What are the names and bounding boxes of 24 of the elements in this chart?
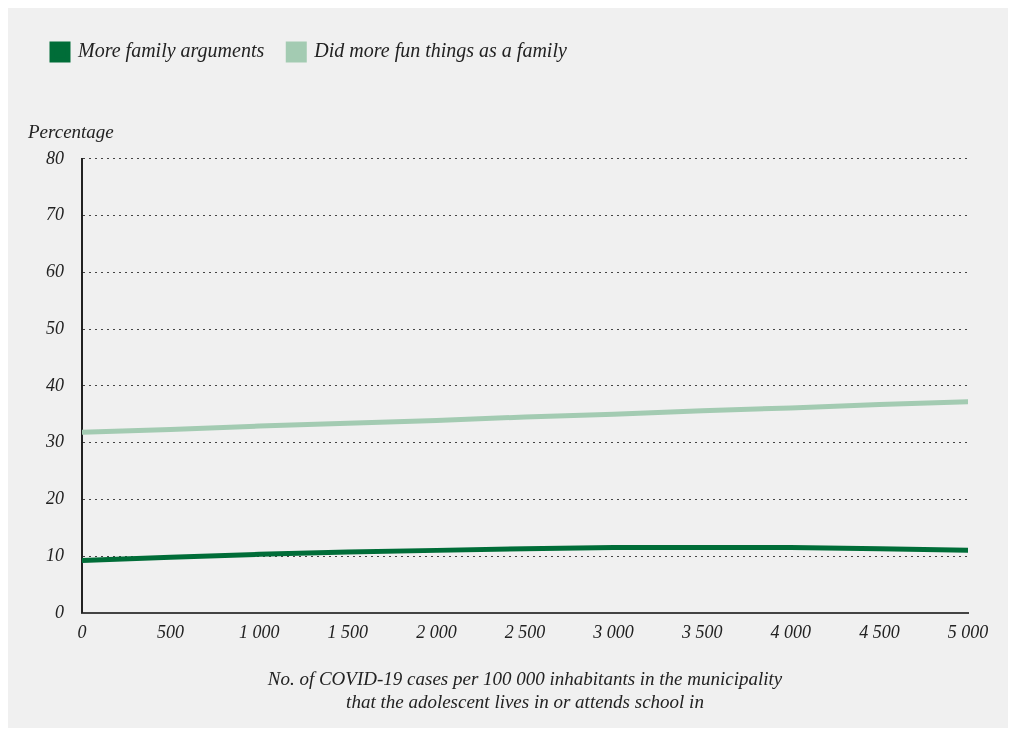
legend-label: Did more fun things as a family — [313, 39, 567, 63]
y-axis-title: Percentage — [27, 121, 114, 143]
x-tick-label: 3 500 — [680, 622, 723, 643]
y-tick-label: 10 — [46, 544, 64, 565]
y-tick-label: 0 — [55, 601, 64, 622]
y-tick-label: 50 — [46, 317, 64, 338]
x-axis-title: No. of COVID-19 cases per 100 000 inhabitants in the municipality that the adolescent lives in or attends school in — [266, 667, 783, 712]
x-tick-label: 4 500 — [859, 622, 900, 643]
x-tick-label: 5 000 — [947, 622, 989, 643]
x-tick-label: 4 000 — [770, 622, 812, 643]
x-tick-label: 500 — [157, 622, 185, 643]
legend-label: More family arguments — [77, 39, 265, 63]
y-tick-label: 70 — [46, 204, 64, 225]
x-tick-label: 2 500 — [504, 622, 546, 643]
y-tick-label: 30 — [45, 431, 64, 452]
x-tick-label: 3 000 — [592, 622, 634, 643]
x-tick-label: 2 000 — [416, 622, 457, 643]
y-tick-label: 20 — [46, 488, 64, 509]
y-tick-label: 60 — [46, 261, 64, 282]
y-tick-label: 80 — [46, 147, 64, 168]
x-tick-label: 1 500 — [327, 622, 369, 643]
x-tick-label: 1 000 — [238, 622, 280, 643]
x-tick-label: 0 — [77, 622, 87, 643]
y-tick-label: 40 — [46, 374, 64, 395]
